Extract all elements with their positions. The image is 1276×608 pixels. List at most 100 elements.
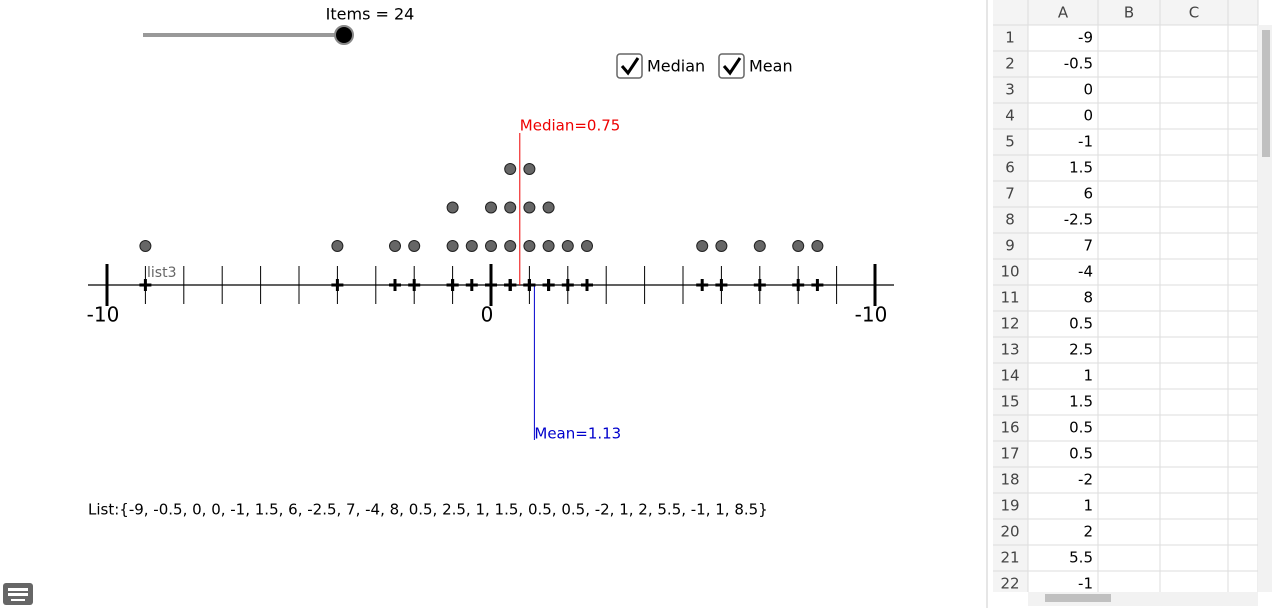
row-header: 9 bbox=[1005, 237, 1015, 255]
point-cross bbox=[715, 279, 728, 291]
cell: -4 bbox=[1078, 263, 1093, 281]
row-header: 22 bbox=[1000, 575, 1019, 593]
point-cross bbox=[139, 279, 152, 291]
column-header: C bbox=[1189, 4, 1199, 22]
cell: -2.5 bbox=[1064, 211, 1093, 229]
slider-label: Items = 24 bbox=[326, 5, 415, 24]
cell: 1 bbox=[1083, 367, 1093, 385]
point-cross bbox=[408, 279, 421, 291]
point-cross bbox=[581, 279, 593, 291]
dot-plot: -10 0 -10 Median=0.75 Mean=1.13 bbox=[87, 117, 888, 443]
cell: 6 bbox=[1083, 185, 1093, 203]
row-header: 13 bbox=[1000, 341, 1019, 359]
cell: 8 bbox=[1083, 289, 1093, 307]
dot bbox=[523, 163, 536, 175]
point-cross bbox=[753, 279, 766, 291]
dot bbox=[542, 240, 555, 252]
dot bbox=[811, 240, 824, 252]
slider-handle[interactable] bbox=[334, 25, 354, 45]
dot bbox=[504, 201, 517, 214]
dot bbox=[446, 201, 459, 214]
point-cross bbox=[523, 279, 536, 291]
dot bbox=[715, 240, 728, 252]
row-header: 8 bbox=[1005, 211, 1015, 229]
dot bbox=[331, 240, 344, 252]
object-label: list3 bbox=[147, 265, 176, 281]
cell: -0.5 bbox=[1064, 55, 1093, 73]
dot bbox=[753, 240, 766, 252]
x-tick-label: -10 bbox=[855, 303, 888, 327]
row-header: 4 bbox=[1005, 107, 1015, 125]
dot bbox=[389, 240, 401, 252]
dot bbox=[408, 240, 421, 252]
checkbox-label: Mean bbox=[749, 57, 793, 76]
row-header: 18 bbox=[1000, 471, 1019, 489]
cell: -1 bbox=[1078, 575, 1093, 593]
column-header: B bbox=[1124, 4, 1134, 22]
dot bbox=[485, 201, 497, 214]
h-scroll-thumb[interactable] bbox=[1045, 594, 1111, 602]
row-header: 16 bbox=[1000, 419, 1019, 437]
row-header: 21 bbox=[1000, 549, 1019, 567]
row-header: 20 bbox=[1000, 523, 1019, 541]
row-header: 1 bbox=[1005, 29, 1015, 47]
point-cross bbox=[792, 279, 805, 291]
point-cross bbox=[465, 279, 478, 291]
row-header: 11 bbox=[1000, 289, 1019, 307]
checkbox-label: Median bbox=[647, 57, 705, 76]
cell: 2.5 bbox=[1069, 341, 1093, 359]
checkbox[interactable] bbox=[718, 53, 745, 79]
column-header: A bbox=[1058, 4, 1069, 22]
row-header: 6 bbox=[1005, 159, 1015, 177]
row-header: 17 bbox=[1000, 445, 1019, 463]
point-cross bbox=[696, 279, 709, 291]
row-header: 15 bbox=[1000, 393, 1019, 411]
spreadsheet-panel bbox=[987, 0, 1276, 608]
cell: 2 bbox=[1083, 523, 1093, 541]
dot bbox=[696, 240, 709, 252]
dot bbox=[581, 240, 593, 252]
row-header: 3 bbox=[1005, 81, 1015, 99]
median-label: Median=0.75 bbox=[520, 117, 621, 135]
point-cross bbox=[504, 279, 517, 291]
x-tick-label: 0 bbox=[481, 303, 494, 327]
point-cross bbox=[811, 279, 824, 291]
cell: 0 bbox=[1083, 107, 1093, 125]
dot bbox=[792, 240, 805, 252]
v-scrollbar[interactable] bbox=[1258, 25, 1272, 592]
dot bbox=[465, 240, 478, 252]
row-header: 12 bbox=[1000, 315, 1019, 333]
cell: 0.5 bbox=[1069, 315, 1093, 333]
v-scroll-thumb[interactable] bbox=[1262, 30, 1270, 157]
cell: 1.5 bbox=[1069, 393, 1093, 411]
row-header: 5 bbox=[1005, 133, 1015, 151]
x-tick-label: -10 bbox=[87, 303, 120, 327]
dot bbox=[485, 240, 497, 252]
dot bbox=[523, 240, 536, 252]
dot bbox=[523, 201, 536, 214]
dot bbox=[504, 240, 517, 252]
cell: 0.5 bbox=[1069, 445, 1093, 463]
cell: -2 bbox=[1078, 471, 1093, 489]
row-header: 2 bbox=[1005, 55, 1015, 73]
spreadsheet: A B C1 -92 -0.53 04 05 -16 1.57 68 -2.59 710 -411 812… bbox=[993, 0, 1259, 593]
row-header: 7 bbox=[1005, 185, 1015, 203]
dot bbox=[446, 240, 459, 252]
keyboard-button[interactable] bbox=[3, 583, 33, 605]
dot bbox=[504, 163, 517, 175]
cell: 0 bbox=[1083, 81, 1093, 99]
cell: 7 bbox=[1083, 237, 1093, 255]
checkbox[interactable] bbox=[616, 53, 643, 79]
row-header: 19 bbox=[1000, 497, 1019, 515]
cell: 1.5 bbox=[1069, 159, 1093, 177]
point-cross bbox=[542, 279, 555, 291]
point-cross bbox=[561, 279, 574, 291]
row-header: 10 bbox=[1000, 263, 1019, 281]
cell: 1 bbox=[1083, 497, 1093, 515]
cell: -1 bbox=[1078, 133, 1093, 151]
row-header: 14 bbox=[1000, 367, 1019, 385]
cell: -9 bbox=[1078, 29, 1093, 47]
point-cross bbox=[446, 279, 459, 291]
point-cross bbox=[389, 279, 401, 291]
